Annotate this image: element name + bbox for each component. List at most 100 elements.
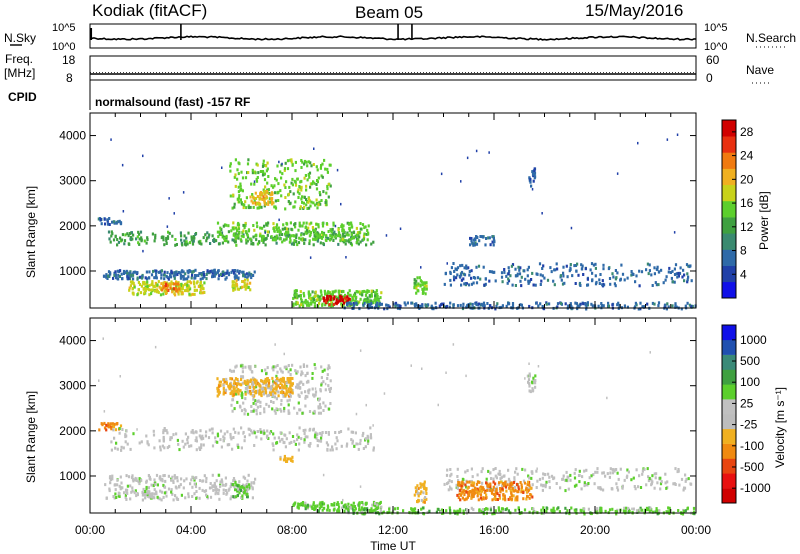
echo-cell xyxy=(253,182,256,186)
echo-cell xyxy=(363,301,366,305)
echo-cell xyxy=(681,275,684,279)
echo-cell xyxy=(302,291,305,295)
echo-cell xyxy=(161,235,164,239)
echo-cell xyxy=(145,277,149,281)
echo-cell xyxy=(268,381,271,385)
echo-cell xyxy=(289,373,292,376)
echo-cell xyxy=(482,235,485,239)
echo-cell xyxy=(116,243,119,247)
echo-cell xyxy=(385,234,388,237)
echo-cell xyxy=(660,268,663,272)
echo-cell xyxy=(311,376,314,380)
echo-cell xyxy=(243,412,246,416)
echo-cell xyxy=(186,438,189,442)
echo-cell xyxy=(318,235,321,239)
echo-cell xyxy=(467,266,470,270)
echo-cell xyxy=(577,273,580,277)
echo-cell xyxy=(597,304,600,308)
echo-cell xyxy=(295,385,298,389)
echo-cell xyxy=(297,188,300,192)
echo-cell xyxy=(319,202,322,206)
echo-cell xyxy=(144,496,147,500)
echo-cell xyxy=(171,234,174,238)
echo-cell xyxy=(334,233,337,237)
echo-cell xyxy=(305,203,308,207)
echo-cell xyxy=(241,176,245,180)
echo-cell xyxy=(475,242,479,246)
echo-cell xyxy=(587,507,590,511)
echo-cell xyxy=(291,363,294,367)
echo-cell xyxy=(279,439,282,443)
echo-cell xyxy=(293,239,296,243)
echo-cell xyxy=(528,496,531,500)
echo-cell xyxy=(519,481,522,484)
echo-cell xyxy=(316,294,320,298)
echo-cell xyxy=(505,274,508,278)
echo-cell xyxy=(106,277,109,280)
echo-cell xyxy=(478,239,481,243)
echo-cell xyxy=(241,370,244,374)
echo-cell xyxy=(556,507,559,511)
echo-cell xyxy=(246,384,249,388)
echo-cell xyxy=(653,472,656,476)
echo-cell xyxy=(352,231,355,235)
echo-cell xyxy=(193,478,196,482)
echo-cell xyxy=(244,484,247,488)
echo-cell xyxy=(195,288,198,292)
echo-cell xyxy=(129,271,132,275)
echo-cell xyxy=(186,277,189,281)
velocity-colorbar-label: Velocity [m s⁻¹] xyxy=(773,387,787,468)
echo-cell xyxy=(675,272,678,276)
echo-cell xyxy=(312,228,315,232)
echo-cell xyxy=(596,470,599,474)
echo-cell xyxy=(111,477,114,481)
echo-cell xyxy=(160,282,163,286)
echo-cell xyxy=(221,241,224,245)
echo-cell xyxy=(237,172,240,176)
echo-cell xyxy=(690,305,693,309)
echo-cell xyxy=(110,448,113,452)
echo-cell xyxy=(195,274,198,278)
echo-cell xyxy=(291,163,294,167)
echo-cell xyxy=(308,171,312,175)
echo-cell xyxy=(244,392,247,396)
echo-cell xyxy=(259,411,262,415)
echo-cell xyxy=(456,273,459,277)
echo-cell xyxy=(328,291,331,295)
echo-cell xyxy=(202,275,205,279)
echo-cell xyxy=(526,274,529,278)
echo-cell xyxy=(252,235,255,239)
echo-cell xyxy=(222,488,225,492)
echo-cell xyxy=(206,269,209,273)
echo-cell xyxy=(630,478,633,482)
echo-cell xyxy=(180,477,183,481)
echo-cell xyxy=(281,233,284,236)
echo-cell xyxy=(234,382,237,385)
echo-cell xyxy=(419,283,422,287)
echo-cell xyxy=(383,307,386,311)
echo-cell xyxy=(639,506,642,510)
echo-cell xyxy=(326,187,329,191)
echo-cell xyxy=(320,199,323,202)
echo-cell xyxy=(193,289,196,292)
echo-cell xyxy=(325,203,328,207)
echo-cell xyxy=(195,430,198,434)
echo-cell xyxy=(202,273,206,276)
echo-cell xyxy=(582,510,586,514)
echo-cell xyxy=(340,202,342,206)
echo-cell xyxy=(159,478,162,482)
echo-cell xyxy=(109,240,112,244)
echo-cell xyxy=(109,424,112,428)
echo-cell xyxy=(639,301,642,305)
echo-cell xyxy=(331,448,334,452)
echo-cell xyxy=(312,427,315,431)
echo-cell xyxy=(231,447,234,451)
echo-cell xyxy=(328,508,331,512)
echo-cell xyxy=(285,460,289,463)
echo-cell xyxy=(306,207,309,210)
echo-cell xyxy=(294,369,297,373)
echo-cell xyxy=(164,292,168,295)
echo-cell xyxy=(241,483,245,487)
echo-cell xyxy=(259,226,262,230)
echo-cell xyxy=(369,509,372,513)
